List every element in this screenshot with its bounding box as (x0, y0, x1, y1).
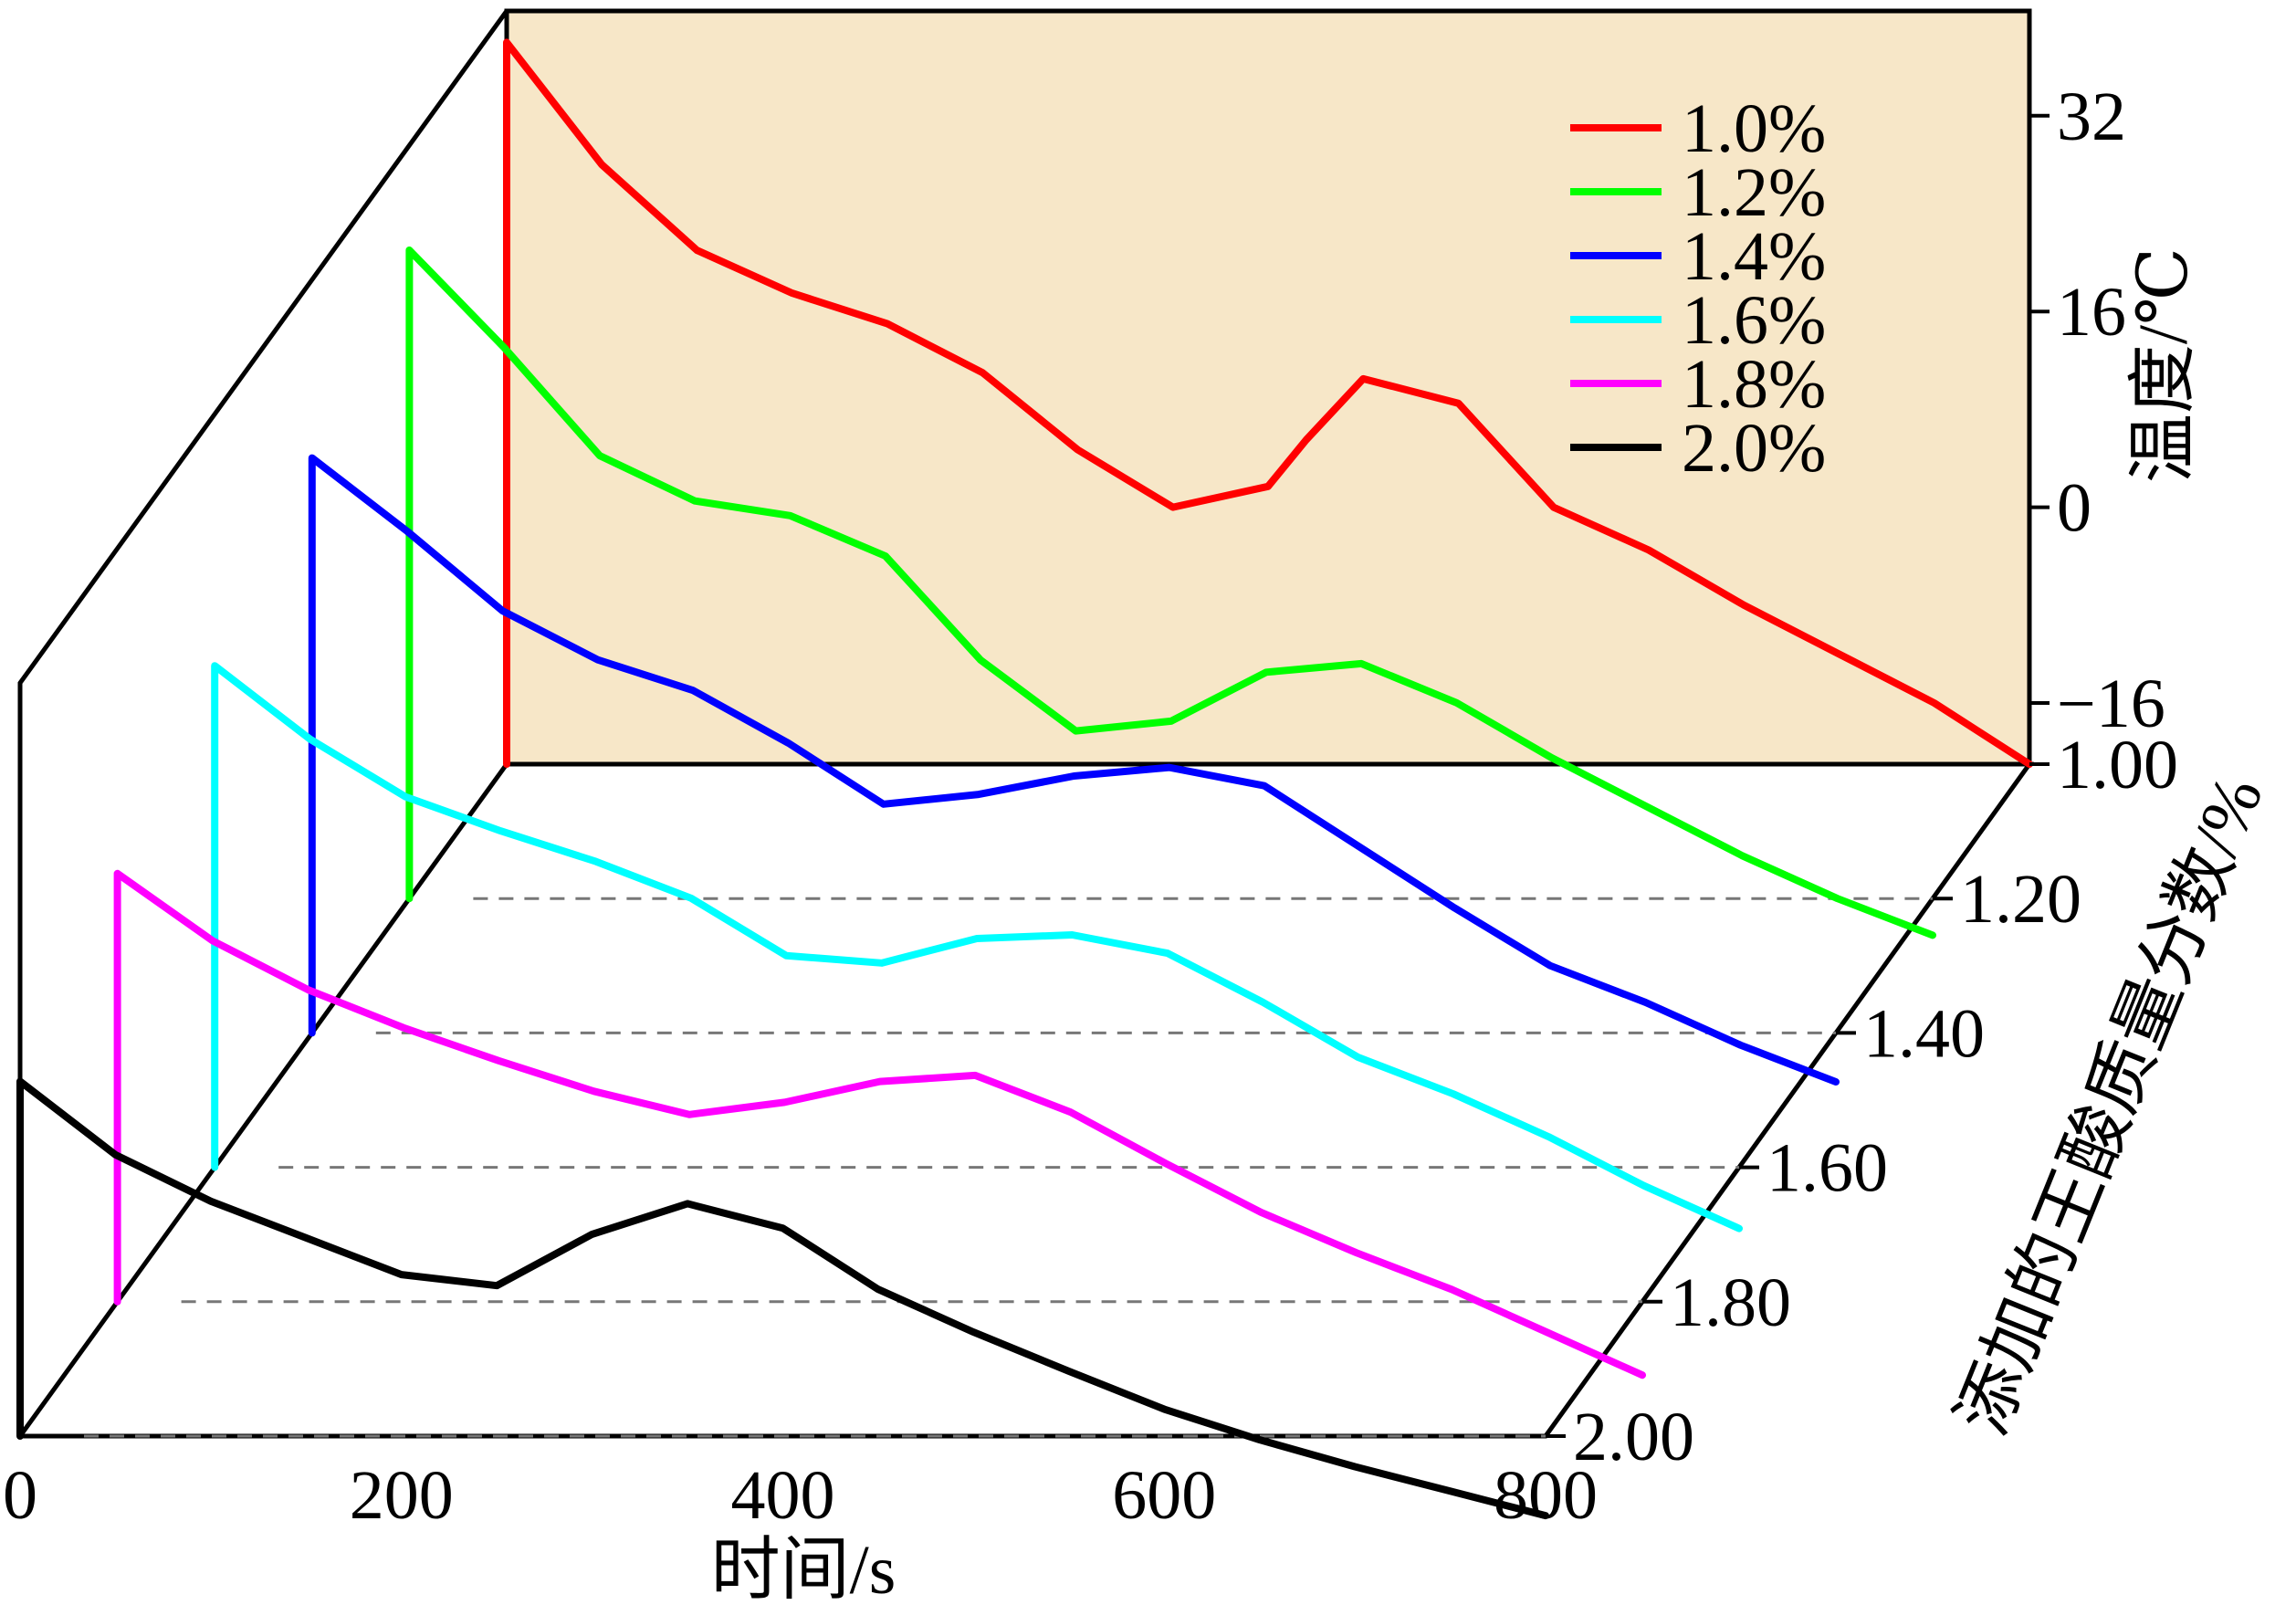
x-tick-label: 0 (3, 1457, 37, 1534)
series-line (113, 869, 1646, 1379)
legend-label: 1.2% (1682, 154, 1826, 231)
y-tick-label: 0 (2057, 470, 2092, 547)
legend-label: 1.8% (1682, 346, 1826, 423)
tick-label-group: 0 200 400 600 800 32 16 0 −161.00 1.20 1.40 1.60 1.8… (3, 79, 2178, 1534)
series-line (405, 247, 1936, 939)
x-tick-label: 400 (731, 1457, 835, 1534)
y-tick-label: 32 (2057, 79, 2126, 155)
series-line (16, 1077, 1549, 1520)
back-panel (504, 8, 2032, 767)
x-axis-title: 时间/s (711, 1532, 896, 1605)
series-line (503, 38, 2033, 768)
x-tick-label: 200 (350, 1457, 454, 1534)
z-tick-label: 1.00 (2057, 727, 2178, 803)
series-line (211, 662, 1743, 1233)
z-tick-label: 1.60 (1767, 1130, 1888, 1207)
z-tick-label: 1.20 (1960, 861, 2081, 938)
legend-label: 1.0% (1682, 90, 1826, 167)
y-tick-label: 16 (2057, 274, 2126, 351)
legend-label: 1.4% (1682, 218, 1826, 295)
y-axis-title: 温度/℃ (2125, 247, 2202, 483)
legend: 1.0%1.2%1.4%1.6%1.8%2.0% (1570, 90, 1826, 487)
z-tick-label: 1.80 (1670, 1264, 1791, 1341)
legend-label: 2.0% (1682, 410, 1826, 487)
z-tick-label: 1.40 (1863, 995, 1985, 1072)
x-tick-label: 600 (1112, 1457, 1216, 1534)
back-panel-group (504, 8, 2032, 767)
legend-label: 1.6% (1682, 282, 1826, 359)
z-tick-label: 2.00 (1573, 1399, 1694, 1475)
y-tick-label: −16 (2057, 666, 2165, 742)
series-group (16, 38, 2033, 1520)
series-line (308, 454, 1840, 1086)
x-tick-label: 800 (1494, 1457, 1598, 1534)
